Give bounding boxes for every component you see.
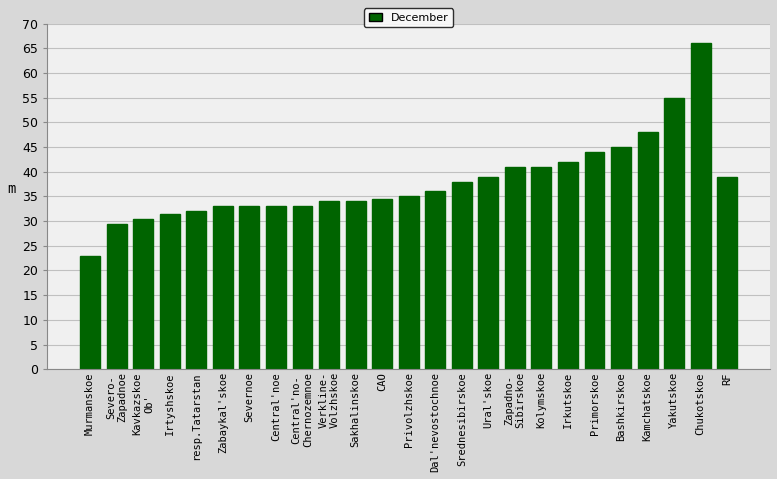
Y-axis label: m: m	[7, 182, 16, 196]
Bar	[664, 98, 684, 369]
Bar	[717, 177, 737, 369]
Bar	[292, 206, 312, 369]
Bar	[558, 162, 578, 369]
Bar	[239, 206, 260, 369]
Bar	[319, 201, 339, 369]
Bar	[505, 167, 524, 369]
Bar	[451, 182, 472, 369]
Bar	[160, 214, 179, 369]
Bar	[691, 43, 711, 369]
Bar	[80, 256, 100, 369]
Bar	[213, 206, 233, 369]
Bar	[531, 167, 552, 369]
Bar	[399, 196, 419, 369]
Bar	[133, 218, 153, 369]
Bar	[186, 211, 206, 369]
Bar	[479, 177, 498, 369]
Bar	[346, 201, 365, 369]
Bar	[372, 199, 392, 369]
Bar	[611, 147, 631, 369]
Legend: December: December	[364, 8, 453, 27]
Bar	[106, 224, 127, 369]
Bar	[425, 192, 445, 369]
Bar	[584, 152, 605, 369]
Bar	[638, 132, 657, 369]
Bar	[266, 206, 286, 369]
